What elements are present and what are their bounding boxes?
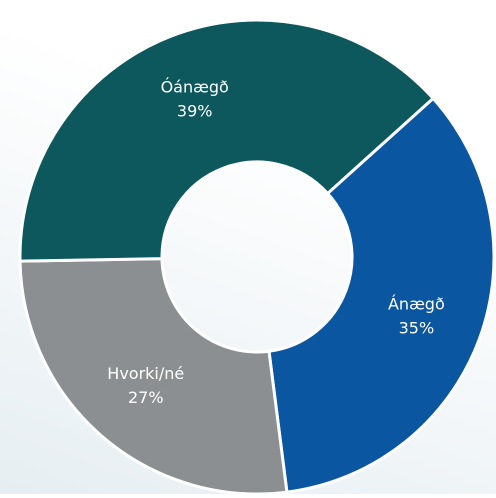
segment-value-label: 27% xyxy=(128,388,164,407)
segment-value-label: 35% xyxy=(399,319,435,338)
donut-segment xyxy=(267,96,496,494)
segment-label: Hvorki/né xyxy=(107,364,184,383)
segment-label: Ánægð xyxy=(388,295,445,314)
segment-value-label: 39% xyxy=(177,101,213,120)
donut-segment xyxy=(18,18,435,263)
donut-segment xyxy=(18,257,289,496)
segment-label: Óánægð xyxy=(161,77,229,96)
